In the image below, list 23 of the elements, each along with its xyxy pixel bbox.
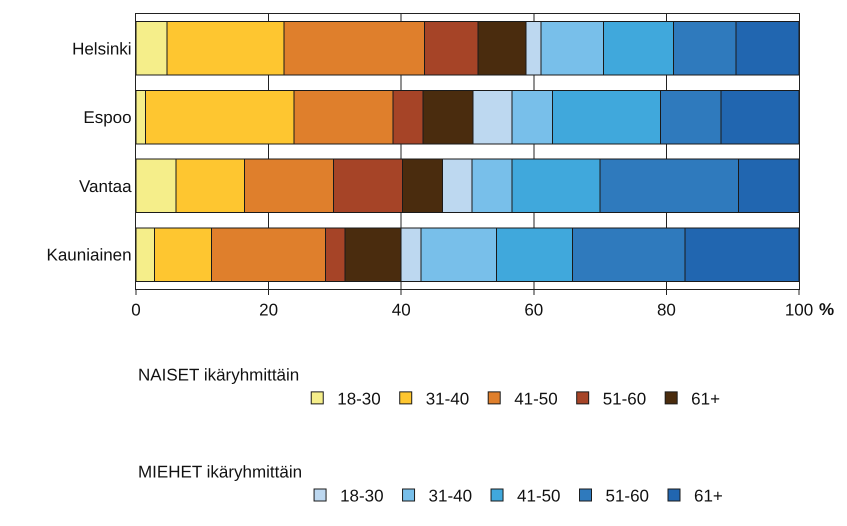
- x-tick-label: 0: [131, 300, 141, 320]
- text: NAISET ikäryhmittäin: [138, 365, 300, 384]
- x-tick-label: 100: [784, 300, 814, 320]
- x-axis-title: %: [819, 300, 834, 319]
- legend-label: 61+: [694, 486, 723, 506]
- legend-label: 61+: [691, 390, 720, 409]
- legend-label: 31-40: [426, 390, 470, 409]
- text: MIEHET ikäryhmittäin: [138, 462, 302, 482]
- x-tick-label: 60: [524, 300, 544, 320]
- x-tick-label: 20: [259, 300, 278, 320]
- legend-label: 41-50: [514, 390, 558, 409]
- y-tick-label: Kauniainen: [46, 246, 132, 265]
- x-tick-label: 80: [656, 300, 676, 320]
- legend-label: 31-40: [428, 486, 472, 506]
- legend-label: 41-50: [517, 486, 561, 506]
- legend-label: 51-60: [602, 390, 646, 409]
- y-tick-label: Helsinki: [72, 39, 132, 58]
- y-tick-label: Vantaa: [78, 176, 132, 196]
- y-tick-label: Espoo: [83, 108, 132, 128]
- legend-label: 51-60: [606, 486, 649, 506]
- legend-label: 18-30: [340, 486, 384, 506]
- legend-label: 18-30: [337, 390, 381, 409]
- x-tick-label: 40: [392, 300, 411, 320]
